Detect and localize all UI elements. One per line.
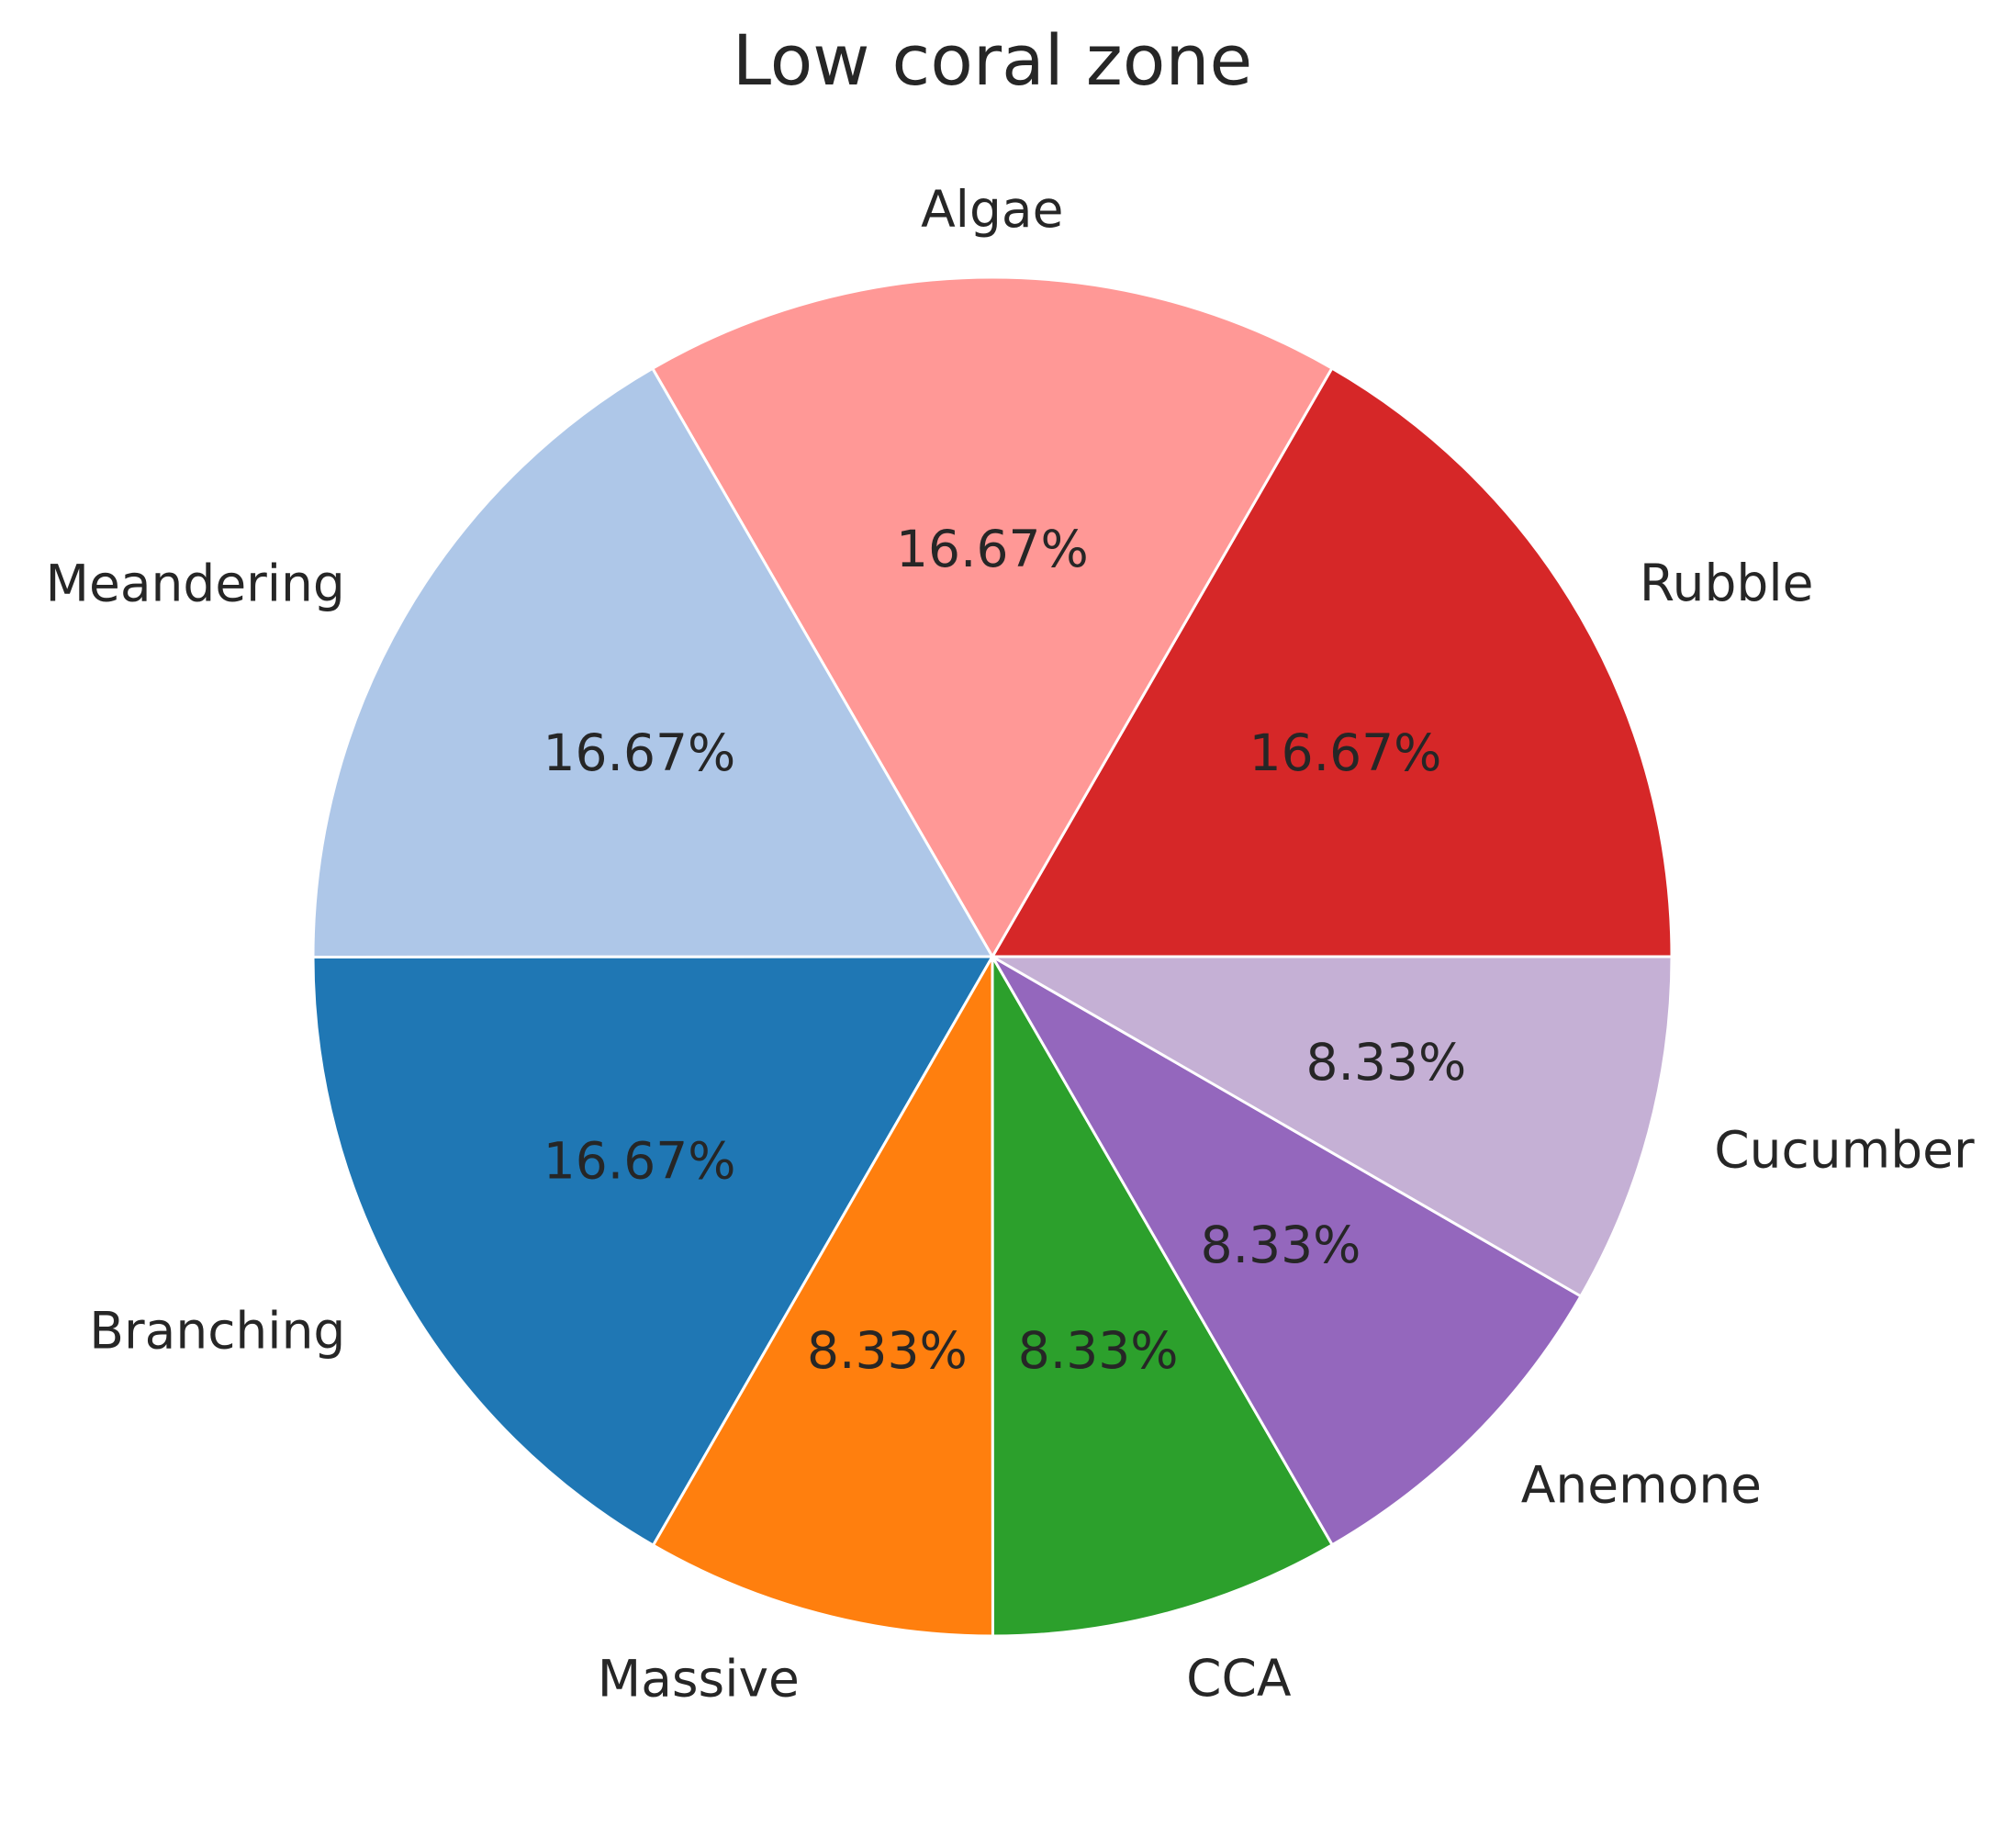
- pie-slice-cucumber: [991, 955, 1674, 1298]
- pie-slice-algae: [651, 275, 1334, 958]
- slice-label-cca: CCA: [1186, 1649, 1292, 1708]
- slice-label-algae: Algae: [921, 180, 1063, 239]
- slice-label-anemone: Anemone: [1521, 1455, 1762, 1514]
- slice-label-meandering: Meandering: [46, 554, 345, 612]
- slices-layer: [311, 275, 1674, 1638]
- slice-percent-algae: 16.67%: [896, 520, 1089, 578]
- slice-percent-rubble: 16.67%: [1249, 723, 1442, 782]
- slice-percent-cucumber: 8.33%: [1306, 1033, 1467, 1092]
- slice-label-rubble: Rubble: [1640, 554, 1814, 612]
- slice-label-branching: Branching: [89, 1302, 345, 1361]
- chart-title: Low coral zone: [733, 19, 1253, 101]
- slice-percent-cca: 8.33%: [1018, 1321, 1179, 1380]
- pie-slice-meandering: [311, 366, 994, 958]
- slice-percent-anemone: 8.33%: [1201, 1216, 1361, 1274]
- pie-slice-anemone: [991, 955, 1583, 1547]
- slice-label-cucumber: Cucumber: [1714, 1121, 1975, 1180]
- pie-slice-rubble: [991, 366, 1674, 958]
- labels-layer: Rubble 16.67% Algae 16.67% Meandering 16.67% B…: [46, 180, 1975, 1708]
- slice-percent-meandering: 16.67%: [543, 723, 736, 782]
- slice-percent-branching: 16.67%: [543, 1131, 736, 1190]
- pie-slice-massive: [652, 955, 994, 1638]
- slice-label-massive: Massive: [598, 1649, 800, 1708]
- slice-percent-massive: 8.33%: [807, 1321, 968, 1380]
- pie-slice-branching: [311, 955, 994, 1547]
- pie-slice-cca: [991, 955, 1334, 1638]
